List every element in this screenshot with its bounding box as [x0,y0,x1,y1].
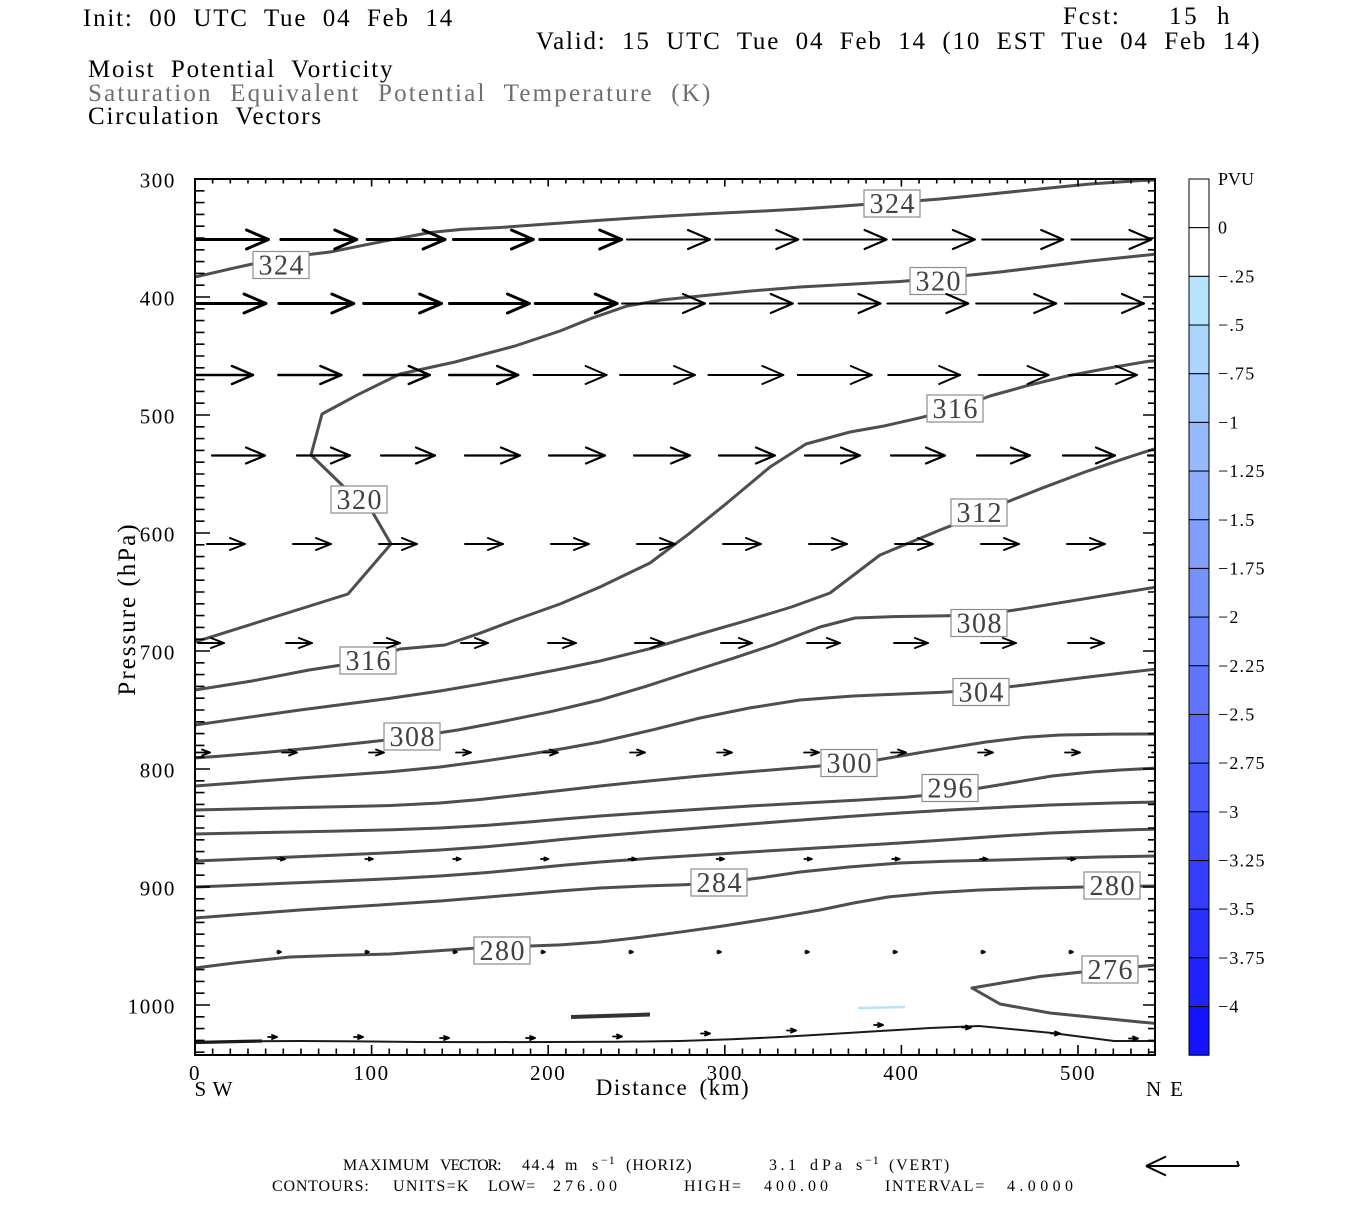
svg-text:(HORIZ): (HORIZ) [626,1157,693,1174]
svg-text:HIGH=: HIGH= [684,1178,743,1195]
svg-text:(VERT): (VERT) [889,1157,951,1174]
svg-text:312: 312 [956,498,1003,529]
svg-text:−1.5: −1.5 [1218,510,1255,530]
svg-text:PVU: PVU [1218,169,1254,189]
svg-text:4.0000: 4.0000 [1007,1178,1077,1195]
svg-text:308: 308 [389,722,436,753]
svg-text:308: 308 [956,608,1003,639]
svg-text:Moist Potential Vorticity: Moist Potential Vorticity [88,56,394,83]
svg-text:1000: 1000 [128,995,176,1019]
svg-text:s: s [592,1157,600,1174]
svg-text:276: 276 [1087,955,1134,986]
svg-text:NE: NE [1146,1077,1192,1101]
svg-text:−2.5: −2.5 [1218,705,1255,725]
svg-text:300: 300 [826,748,873,779]
svg-text:100: 100 [353,1061,389,1085]
svg-text:−1: −1 [865,1153,880,1167]
svg-text:dPa: dPa [810,1157,846,1174]
svg-text:500: 500 [140,405,176,429]
svg-text:296: 296 [927,773,974,804]
svg-text:304: 304 [958,677,1005,708]
svg-text:316: 316 [932,394,979,425]
svg-text:Circulation Vectors: Circulation Vectors [88,103,323,130]
svg-text:−1: −1 [1218,412,1240,432]
svg-text:m: m [565,1157,579,1174]
svg-text:600: 600 [140,523,176,547]
svg-text:3.1: 3.1 [769,1157,800,1174]
svg-text:VECTOR:: VECTOR: [440,1157,501,1174]
svg-text:800: 800 [140,759,176,783]
svg-text:−1: −1 [601,1153,616,1167]
svg-text:UNITS=K: UNITS=K [393,1178,470,1195]
svg-text:−2.25: −2.25 [1218,656,1266,676]
svg-text:−3.25: −3.25 [1218,851,1266,871]
svg-text:−3: −3 [1218,802,1240,822]
svg-text:−2.75: −2.75 [1218,753,1266,773]
svg-text:−1.25: −1.25 [1218,461,1266,481]
svg-text:0: 0 [189,1061,201,1085]
svg-text:LOW=: LOW= [488,1178,536,1195]
svg-text:284: 284 [696,868,743,899]
svg-text:276.00: 276.00 [553,1178,621,1195]
svg-text:324: 324 [869,189,916,220]
svg-text:44.4: 44.4 [522,1157,556,1174]
svg-text:Distance (km): Distance (km) [596,1075,750,1100]
svg-text:CONTOURS:: CONTOURS: [272,1178,370,1195]
svg-text:INTERVAL=: INTERVAL= [885,1178,986,1195]
svg-text:−3.75: −3.75 [1218,948,1266,968]
svg-text:320: 320 [336,485,383,516]
svg-text:−.25: −.25 [1218,266,1255,286]
svg-text:Fcst:: Fcst: [1063,3,1121,30]
svg-text:−3.5: −3.5 [1218,899,1255,919]
svg-text:280: 280 [1089,871,1136,902]
svg-text:280: 280 [479,936,526,967]
svg-text:400: 400 [883,1061,919,1085]
svg-text:Valid: 15 UTC Tue 04 Feb 14 (1: Valid: 15 UTC Tue 04 Feb 14 (10 EST Tue … [536,28,1261,55]
svg-text:−.75: −.75 [1218,364,1255,384]
svg-text:−4: −4 [1218,997,1240,1017]
svg-text:0: 0 [1218,218,1228,238]
svg-text:s: s [856,1157,864,1174]
svg-text:−1.75: −1.75 [1218,558,1266,578]
svg-text:500: 500 [1060,1061,1096,1085]
svg-text:MAXIMUM: MAXIMUM [343,1157,430,1174]
svg-text:324: 324 [258,250,305,281]
svg-text:700: 700 [140,641,176,665]
svg-text:200: 200 [530,1061,566,1085]
svg-text:15 h: 15 h [1169,3,1232,30]
svg-text:−2: −2 [1218,607,1240,627]
svg-text:900: 900 [140,877,176,901]
svg-text:300: 300 [140,169,176,193]
svg-text:316: 316 [345,646,392,677]
svg-text:Saturation Equivalent Potentia: Saturation Equivalent Potential Temperat… [88,80,713,107]
svg-text:Init: 00 UTC Tue 04 Feb 14: Init: 00 UTC Tue 04 Feb 14 [83,5,454,32]
svg-text:Pressure (hPa): Pressure (hPa) [114,522,141,695]
svg-text:400.00: 400.00 [764,1178,832,1195]
svg-text:−.5: −.5 [1218,315,1245,335]
svg-text:300: 300 [707,1061,743,1085]
svg-text:SW: SW [195,1077,240,1101]
svg-text:320: 320 [915,266,962,297]
svg-text:400: 400 [140,287,176,311]
